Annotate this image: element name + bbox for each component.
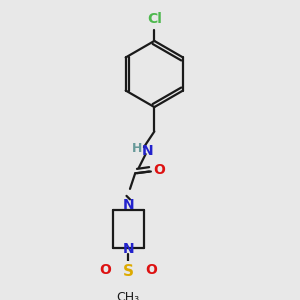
Text: O: O (154, 163, 166, 177)
Text: N: N (142, 144, 153, 158)
Text: N: N (122, 242, 134, 256)
Text: O: O (145, 263, 157, 277)
Text: N: N (122, 198, 134, 212)
Text: S: S (123, 264, 134, 279)
Text: O: O (100, 263, 112, 277)
Text: Cl: Cl (147, 12, 162, 26)
Text: H: H (132, 142, 142, 155)
Text: CH₃: CH₃ (117, 291, 140, 300)
